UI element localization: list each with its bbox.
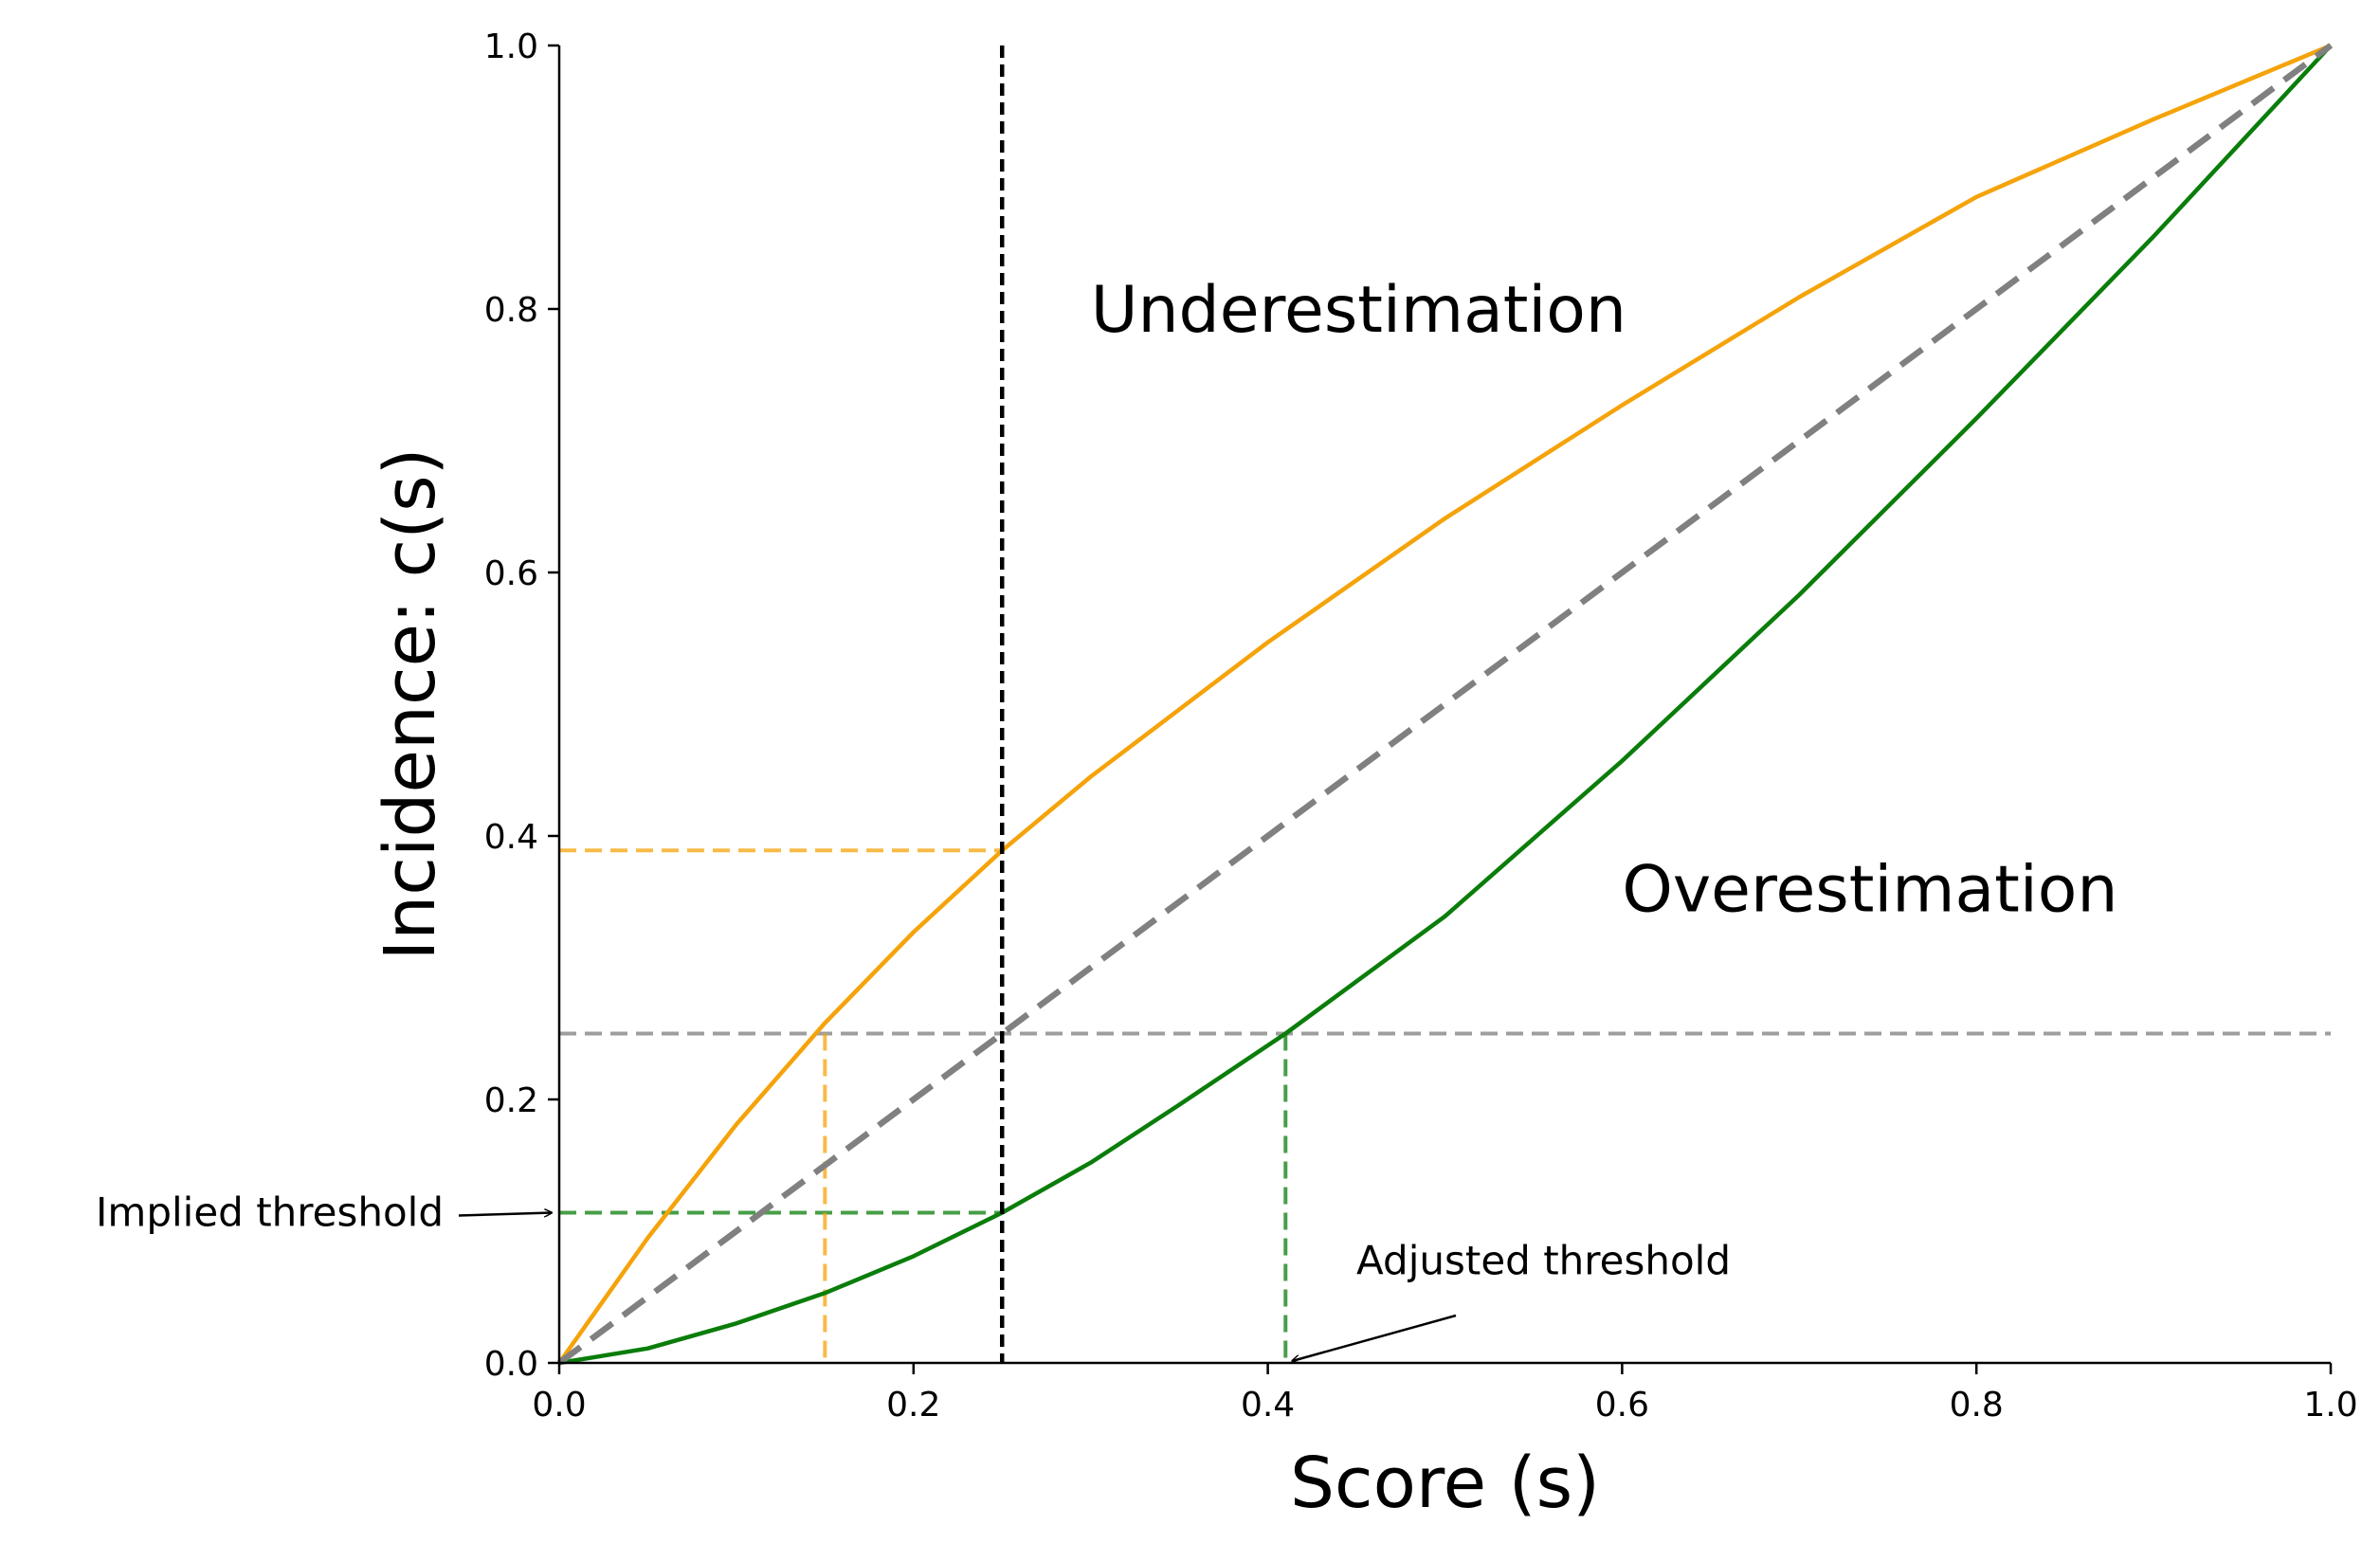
x-tick-label: 0.8 (1950, 1386, 2004, 1425)
underestimation-curve (557, 43, 2332, 1365)
x-tick-label: 0.6 (1595, 1386, 1649, 1425)
y-tick-label: 0.8 (484, 291, 538, 330)
labels: 0.0 0.2 0.4 0.6 0.8 1.0 0.0 0.2 0.4 0.6 0.8 1.0 Scor… (96, 27, 2358, 1524)
implied-threshold-arrow (458, 1213, 552, 1216)
axes (548, 44, 2333, 1374)
overestimation-curve (558, 44, 2333, 1366)
underestimation-label: Underestimation (1091, 273, 1626, 348)
overestimation-label: Overestimation (1622, 853, 2117, 928)
perfect-calibration-diagonal (557, 43, 2333, 1366)
x-tick-label: 0.2 (886, 1386, 940, 1425)
y-tick-label: 1.0 (484, 27, 538, 66)
implied-threshold-label: Implied threshold (96, 1189, 444, 1236)
series-lines (557, 43, 2333, 1366)
x-tick-label: 0.4 (1241, 1386, 1295, 1425)
x-tick-label: 0.0 (532, 1386, 586, 1425)
y-axis-title: Incidence: c(s) (370, 447, 451, 960)
adjusted-threshold-arrow (1292, 1314, 1457, 1361)
reference-lines (559, 848, 2331, 1363)
y-tick-label: 0.2 (484, 1081, 538, 1120)
y-tick-label: 0.0 (484, 1345, 538, 1384)
y-tick-label: 0.6 (484, 554, 538, 593)
y-tick-label: 0.4 (484, 818, 538, 857)
x-axis-title: Score (s) (1290, 1443, 1600, 1524)
x-tick-label: 1.0 (2303, 1386, 2357, 1425)
adjusted-threshold-label: Adjusted threshold (1356, 1238, 1731, 1284)
